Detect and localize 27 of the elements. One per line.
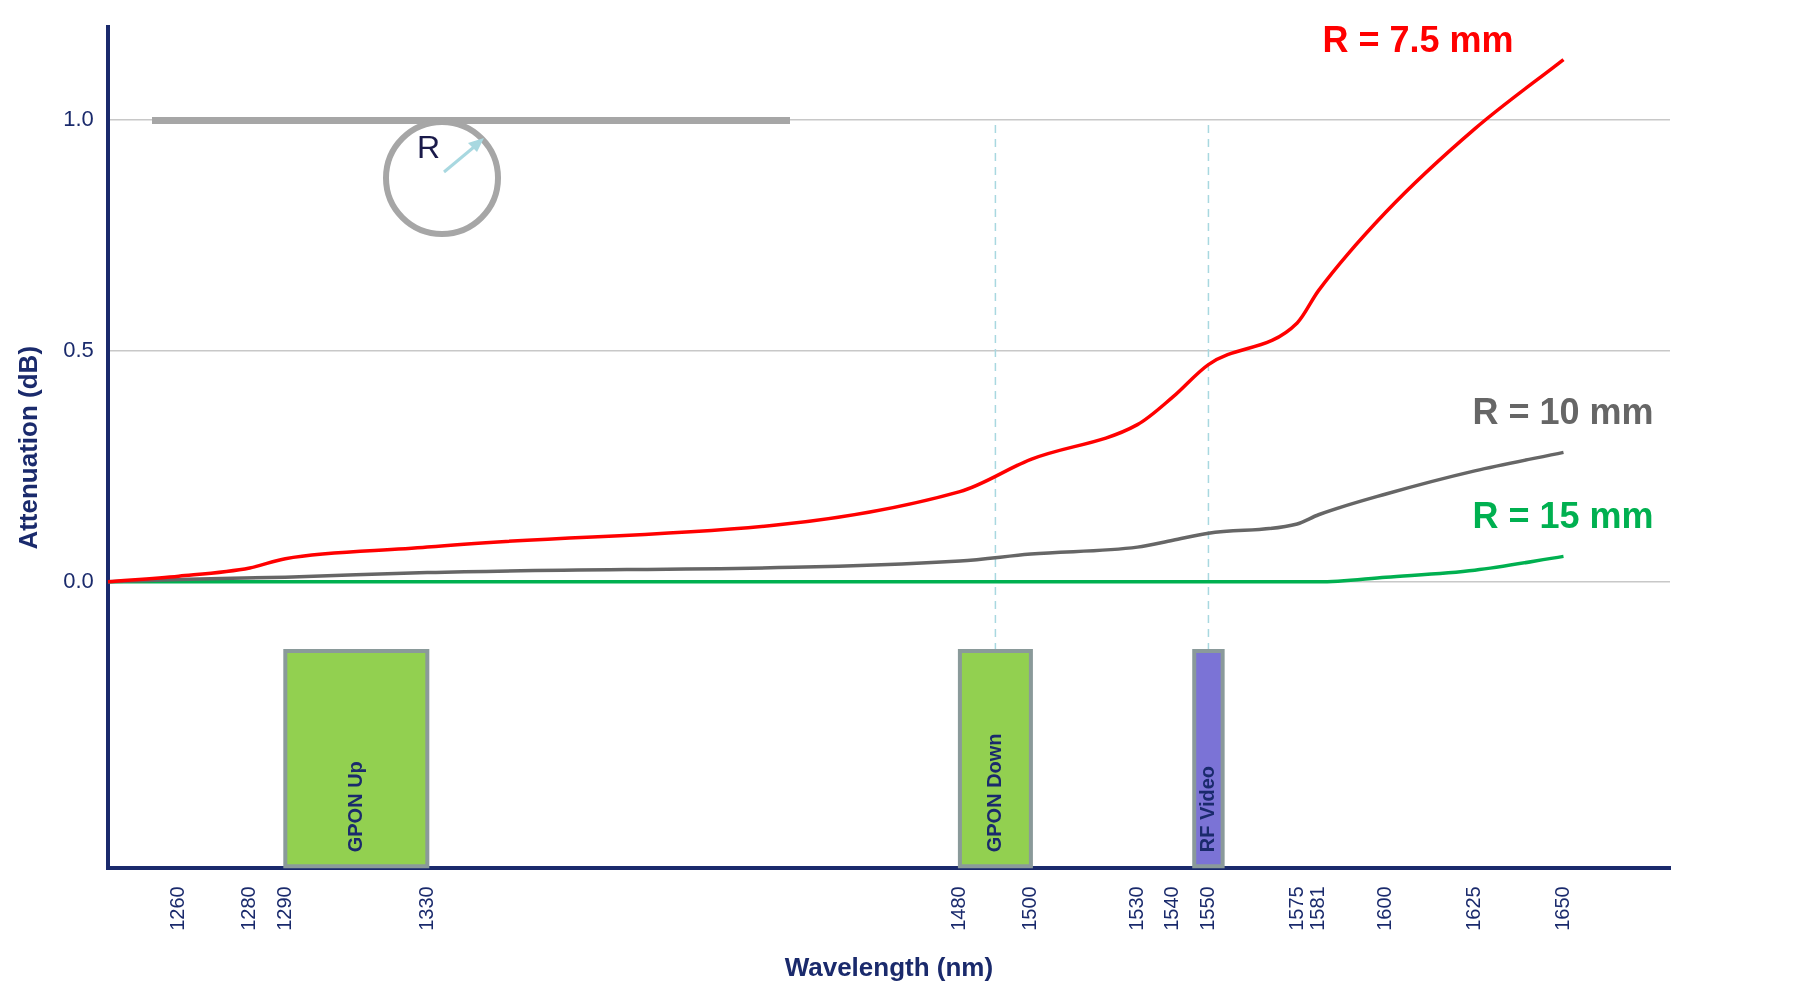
band-label: GPON Down: [982, 733, 1005, 853]
x-tick-label: 1290: [272, 886, 295, 931]
series-label: R = 7.5 mm: [1322, 18, 1514, 60]
x-tick-label: 1280: [237, 886, 260, 931]
x-tick-label: 1625: [1462, 886, 1485, 931]
y-tick-label: 0.0: [63, 567, 94, 593]
x-tick-label: 1575: [1284, 886, 1307, 931]
x-tick-label: 1330: [414, 886, 437, 931]
x-tick-label: 1550: [1195, 886, 1218, 931]
y-axis-title: Attenuation (dB): [12, 345, 43, 550]
y-tick-label: 1.0: [63, 105, 94, 131]
x-axis-title: Wavelength (nm): [784, 951, 994, 982]
annotation: R: [416, 129, 440, 165]
x-tick-label: 1600: [1373, 886, 1396, 931]
x-tick-label: 1581: [1306, 886, 1329, 931]
y-tick-label: 0.5: [63, 336, 94, 362]
series-label: R = 10 mm: [1472, 391, 1654, 433]
x-tick-label: 1500: [1018, 886, 1041, 931]
band-label: RF Video: [1195, 766, 1218, 853]
band-label: GPON Up: [343, 761, 366, 853]
x-tick-label: 1540: [1160, 886, 1183, 931]
x-tick-label: 1530: [1124, 886, 1147, 931]
line-series: [107, 554, 1566, 584]
x-tick-label: 1650: [1551, 886, 1573, 931]
series-label: R = 15 mm: [1472, 495, 1654, 537]
x-tick-label: 1480: [947, 886, 970, 931]
x-tick-label: 1260: [166, 886, 189, 931]
